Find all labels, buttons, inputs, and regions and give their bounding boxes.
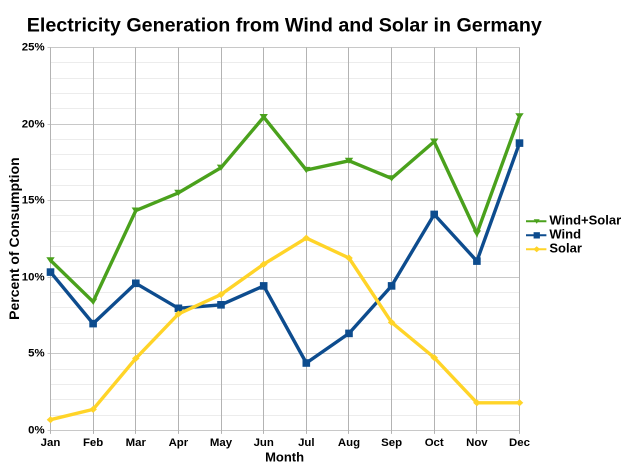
svg-text:15%: 15% <box>22 195 45 207</box>
svg-text:5%: 5% <box>28 348 44 360</box>
svg-text:Nov: Nov <box>466 437 488 449</box>
svg-text:Wind: Wind <box>549 227 581 242</box>
svg-text:Sep: Sep <box>381 437 402 449</box>
svg-text:Dec: Dec <box>509 437 530 449</box>
svg-text:May: May <box>210 437 233 449</box>
svg-text:20%: 20% <box>22 119 45 131</box>
svg-text:Jul: Jul <box>298 437 314 449</box>
svg-text:10%: 10% <box>22 272 45 284</box>
svg-text:Jan: Jan <box>41 437 61 449</box>
svg-text:Month: Month <box>265 449 304 464</box>
svg-text:25%: 25% <box>22 42 45 54</box>
svg-text:Apr: Apr <box>169 437 189 449</box>
svg-text:Solar: Solar <box>549 241 582 256</box>
svg-text:Feb: Feb <box>83 437 103 449</box>
svg-text:Electricity Generation from Wi: Electricity Generation from Wind and Sol… <box>27 14 542 36</box>
svg-text:Percent of Consumption: Percent of Consumption <box>6 157 22 320</box>
svg-text:0%: 0% <box>28 425 44 437</box>
svg-text:Aug: Aug <box>338 437 360 449</box>
svg-text:Oct: Oct <box>425 437 444 449</box>
svg-text:Wind+Solar: Wind+Solar <box>549 213 621 228</box>
svg-text:Jun: Jun <box>254 437 274 449</box>
svg-text:Mar: Mar <box>126 437 147 449</box>
